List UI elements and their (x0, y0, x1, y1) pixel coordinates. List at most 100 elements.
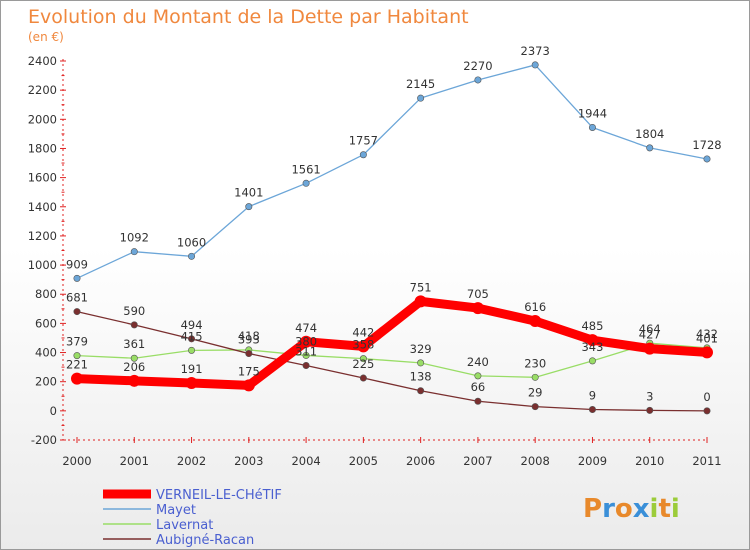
data-label: 427 (639, 328, 661, 342)
x-tick-label: 2009 (578, 454, 607, 468)
data-label: 751 (410, 280, 432, 294)
data-label: 401 (696, 331, 718, 345)
data-label: 221 (66, 358, 88, 372)
data-point (474, 372, 482, 380)
y-tick-label: 2200 (28, 83, 57, 97)
data-label: 343 (581, 340, 603, 354)
series-line-1 (76, 64, 708, 279)
y-tick-label: 400 (35, 346, 57, 360)
data-labels: 909 1092 1060 1401 1561 1757 2145 2270 2373 1944 1… (66, 44, 722, 404)
y-tick-label: 1600 (28, 171, 57, 185)
data-point (130, 321, 138, 329)
data-label: 681 (66, 291, 88, 305)
x-tick-label: 2007 (463, 454, 492, 468)
series-line-3 (76, 310, 708, 412)
data-point (643, 342, 656, 355)
data-point (588, 123, 596, 131)
series-layer (71, 61, 713, 415)
data-label: 1944 (578, 106, 607, 120)
data-label: 9 (589, 389, 596, 403)
data-label: 1060 (177, 235, 206, 249)
data-label: 393 (238, 333, 260, 347)
data-label: 432 (696, 327, 718, 341)
data-label: 464 (639, 322, 661, 336)
data-point (359, 151, 367, 159)
x-tick-label: 2006 (406, 454, 435, 468)
data-point (73, 308, 81, 316)
logo-text: Proxiti (583, 494, 680, 524)
data-label: 2373 (521, 44, 550, 58)
data-point (529, 315, 542, 328)
y-tick-label: 1800 (28, 141, 57, 155)
data-label: 494 (181, 318, 203, 332)
y-tick-label: 600 (35, 316, 57, 330)
data-label: 3 (646, 389, 653, 403)
series-line-0 (72, 296, 712, 390)
data-label: 138 (410, 370, 432, 384)
data-point (359, 355, 367, 363)
data-label: 1757 (349, 134, 378, 148)
data-point (588, 406, 596, 414)
data-point (703, 155, 711, 163)
chart-title: Evolution du Montant de la Dette par Hab… (28, 6, 469, 28)
data-label: 418 (238, 329, 260, 343)
data-label: 705 (467, 287, 489, 301)
data-point (357, 340, 370, 353)
legend-label: Mayet (156, 503, 196, 518)
data-label: 380 (295, 334, 317, 348)
data-label: 29 (528, 386, 543, 400)
data-point (71, 372, 83, 385)
data-point (531, 373, 539, 381)
y-tick-label: 2400 (28, 54, 57, 68)
data-point (73, 274, 81, 282)
data-point (130, 248, 138, 256)
data-point (417, 359, 425, 367)
data-label: 361 (123, 337, 145, 351)
data-point (646, 144, 654, 152)
data-label: 379 (66, 335, 88, 349)
data-point (586, 334, 599, 347)
data-label: 616 (524, 300, 546, 314)
data-label: 358 (352, 338, 374, 352)
y-tick-label: 0 (50, 404, 57, 418)
x-tick-label: 2011 (692, 454, 721, 468)
data-label: 230 (524, 356, 546, 370)
data-point (188, 335, 196, 343)
data-point (474, 76, 482, 84)
axes: -200 0 200 400 600 800 1000 1200 1400 1600 1800 200… (28, 54, 722, 468)
data-label: 442 (352, 325, 374, 339)
x-tick-label: 2003 (234, 454, 263, 468)
data-point (474, 397, 482, 405)
data-point (701, 346, 713, 359)
data-point (128, 374, 141, 387)
data-point (417, 94, 425, 102)
data-label: 206 (123, 360, 145, 374)
data-label: 66 (471, 380, 486, 394)
data-point (417, 387, 425, 395)
x-tick-label: 2000 (62, 454, 91, 468)
data-label: 329 (410, 342, 432, 356)
data-point (646, 406, 654, 414)
y-tick-label: 1400 (28, 200, 57, 214)
data-point (188, 346, 196, 354)
data-point (242, 379, 255, 392)
y-tick-label: 800 (35, 287, 57, 301)
data-point (471, 302, 484, 315)
data-label: 1401 (234, 186, 263, 200)
data-point (703, 407, 711, 415)
data-point (130, 354, 138, 362)
legend-label: VERNEIL-LE-CHéTIF (156, 488, 282, 503)
data-point (300, 335, 313, 348)
data-point (245, 350, 253, 358)
y-tick-label: 200 (35, 375, 57, 389)
legend: VERNEIL-LE-CHéTIFMayetLavernatAubigné-Ra… (103, 488, 282, 548)
data-point (245, 203, 253, 211)
data-label: 1728 (692, 138, 721, 152)
x-tick-label: 2010 (635, 454, 664, 468)
data-point (185, 377, 198, 390)
data-point (414, 295, 427, 308)
data-label: 191 (181, 362, 203, 376)
data-point (531, 61, 539, 69)
